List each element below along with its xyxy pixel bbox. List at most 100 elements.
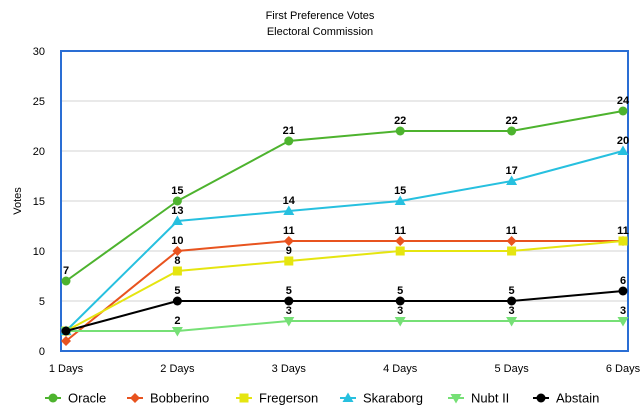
data-label: 3 [509, 305, 515, 317]
data-label: 13 [171, 205, 183, 217]
data-label: 17 [505, 165, 517, 177]
data-point [506, 175, 518, 185]
data-point [61, 326, 71, 336]
data-label: 15 [171, 185, 183, 197]
data-point [395, 246, 405, 256]
x-axis-ticks: 1 Days 2 Days 3 Days 4 Days 5 Days 6 Days [49, 363, 640, 375]
x-tick-label: 6 Days [606, 363, 640, 375]
data-point [618, 286, 628, 296]
series-line [65, 150, 624, 332]
legend-item-abstain: Abstain [533, 391, 599, 406]
data-label: 21 [283, 125, 295, 137]
x-tick-label: 2 Days [160, 363, 195, 375]
series-abstain [61, 286, 628, 336]
series-oracle [61, 106, 628, 286]
series-line [65, 240, 623, 342]
legend-swatch-marker [130, 393, 140, 403]
series-bobberino [61, 236, 628, 346]
data-label: 5 [397, 285, 403, 297]
series-line [65, 110, 624, 282]
legend-item-fregerson: Fregerson [236, 391, 318, 406]
data-label: 11 [394, 225, 406, 237]
data-label: 11 [506, 225, 518, 237]
legend-label: Oracle [68, 391, 106, 406]
series-line [65, 290, 624, 332]
data-point [617, 317, 629, 327]
legend-label: Fregerson [259, 391, 318, 406]
y-axis-ticks: 0 5 10 15 20 25 30 [33, 46, 45, 358]
data-label: 9 [286, 245, 292, 257]
legend-swatch-marker [450, 394, 462, 404]
data-point [172, 296, 182, 306]
data-point [394, 317, 406, 327]
data-point [507, 296, 517, 306]
data-point [618, 236, 628, 246]
y-tick-label: 15 [33, 196, 45, 208]
data-label: 20 [617, 135, 629, 147]
data-point [61, 276, 71, 286]
data-point [617, 145, 629, 155]
y-tick-label: 25 [33, 96, 45, 108]
data-point [172, 266, 182, 276]
legend-item-skaraborg: Skaraborg [340, 391, 423, 406]
data-label: 5 [286, 285, 292, 297]
data-point [171, 215, 183, 225]
data-label: 14 [283, 195, 296, 207]
series-line [66, 320, 623, 332]
data-point [395, 126, 405, 136]
legend-swatch-marker [536, 393, 546, 403]
chart-subtitle: Electoral Commission [267, 26, 373, 38]
data-label: 2 [174, 315, 180, 327]
data-label: 5 [509, 285, 515, 297]
data-label: 24 [617, 95, 630, 107]
y-tick-label: 5 [39, 296, 45, 308]
x-tick-label: 4 Days [383, 363, 418, 375]
data-point [171, 327, 183, 337]
series-nubt-ii [60, 317, 629, 337]
y-tick-label: 0 [39, 346, 45, 358]
data-point [284, 136, 294, 146]
data-point [507, 126, 517, 136]
data-point [283, 236, 294, 246]
data-label: 15 [394, 185, 406, 197]
chart-title: First Preference Votes [266, 10, 375, 22]
data-label: 3 [397, 305, 403, 317]
data-point [172, 196, 182, 206]
legend-swatch-marker [48, 393, 58, 403]
plot-area [60, 50, 629, 352]
data-point [506, 317, 518, 327]
series-layer [60, 106, 629, 346]
series-line [65, 240, 624, 332]
legend-label: Bobberino [150, 391, 209, 406]
legend-item-bobberino: Bobberino [127, 391, 209, 406]
data-label: 10 [171, 235, 183, 247]
data-label: 5 [174, 285, 180, 297]
y-tick-label: 20 [33, 146, 45, 158]
data-label: 6 [620, 275, 626, 287]
legend-item-nubt-ii: Nubt II [448, 391, 509, 406]
data-point [283, 205, 295, 215]
legend-swatch-marker [239, 393, 249, 403]
x-tick-label: 3 Days [272, 363, 307, 375]
x-tick-label: 1 Days [49, 363, 84, 375]
data-point [61, 336, 71, 346]
y-tick-label: 30 [33, 46, 45, 58]
data-label: 3 [620, 305, 626, 317]
data-point [283, 317, 295, 327]
data-label: 3 [286, 305, 292, 317]
data-point [284, 256, 294, 266]
data-label: 22 [394, 115, 406, 127]
data-label: 7 [63, 265, 69, 277]
data-point [394, 195, 406, 205]
y-axis-label: Votes [12, 187, 24, 215]
legend-label: Nubt II [471, 391, 509, 406]
grid-lines [61, 100, 628, 302]
legend-label: Abstain [556, 391, 599, 406]
data-label: 22 [505, 115, 517, 127]
legend-swatch-marker [342, 392, 354, 402]
data-point [506, 236, 517, 246]
x-tick-label: 5 Days [494, 363, 529, 375]
data-label: 8 [174, 255, 180, 267]
